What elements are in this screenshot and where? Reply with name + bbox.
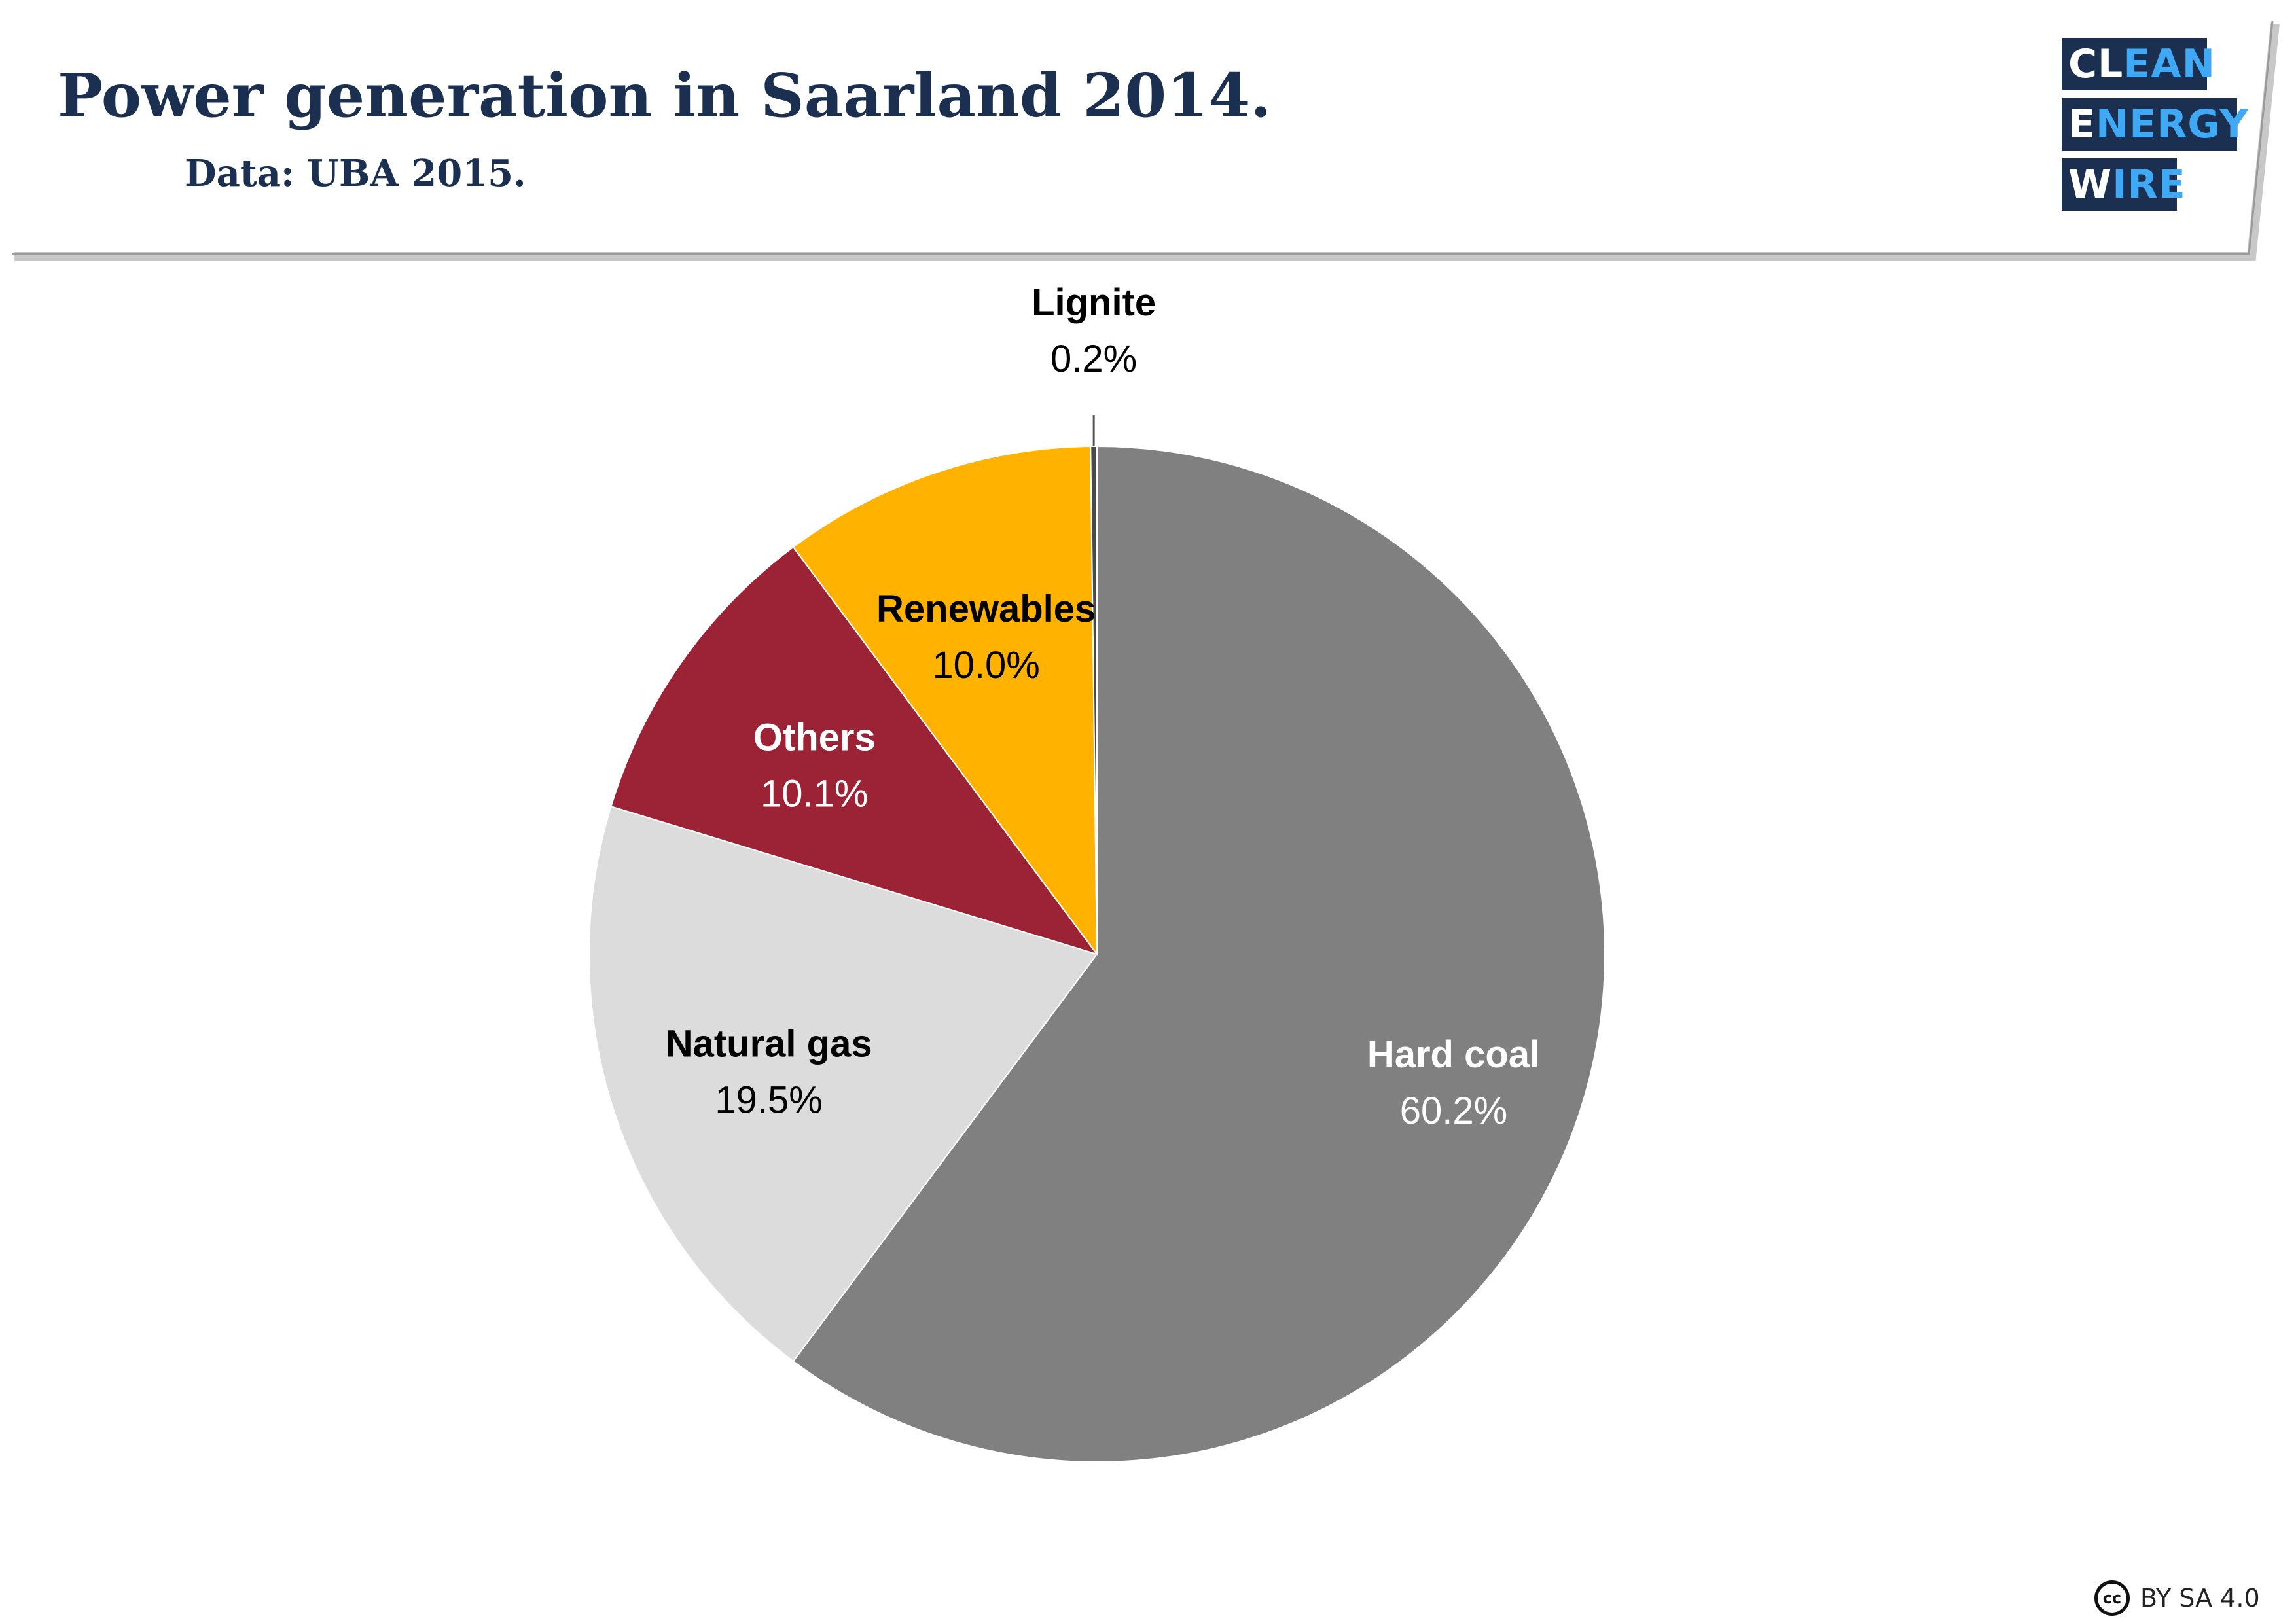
pie-slice-hard-coal: [792, 445, 1605, 1463]
pie-slice-renewables: [792, 446, 1098, 957]
pie-slice-natural-gas: [588, 805, 1098, 1363]
slice-value-natural-gas: 19.5%: [715, 1079, 822, 1122]
logo-line-3: WIRE: [2062, 158, 2185, 211]
header: Power generation in Saarland 2014. Data:…: [0, 0, 2296, 275]
slice-label-others: Others: [753, 717, 876, 759]
slice-value-hard-coal: 60.2%: [1400, 1090, 1507, 1132]
slice-label-lignite: Lignite: [1031, 281, 1156, 324]
logo-line-2: ENERGY: [2062, 98, 2248, 151]
slice-label-renewables: Renewables: [876, 588, 1096, 630]
slice-value-others: 10.1%: [761, 773, 868, 815]
license-badge: cc BY SA 4.0: [2094, 1578, 2260, 1618]
pie-slice-others: [610, 546, 1099, 955]
chart-title: Power generation in Saarland 2014.: [58, 60, 1272, 131]
pie-slice-lignite: [1090, 445, 1098, 955]
slice-value-lignite: 0.2%: [1050, 338, 1137, 380]
slice-value-renewables: 10.0%: [932, 644, 1039, 687]
license-text: BY SA 4.0: [2140, 1584, 2260, 1613]
logo-line-1: CLEAN: [2062, 38, 2215, 90]
creative-commons-icon: cc: [2094, 1580, 2130, 1616]
slice-label-hard-coal: Hard coal: [1367, 1033, 1540, 1076]
slice-label-natural-gas: Natural gas: [666, 1023, 872, 1065]
chart-subtitle: Data: UBA 2015.: [185, 152, 526, 195]
header-divider: [12, 20, 2280, 261]
